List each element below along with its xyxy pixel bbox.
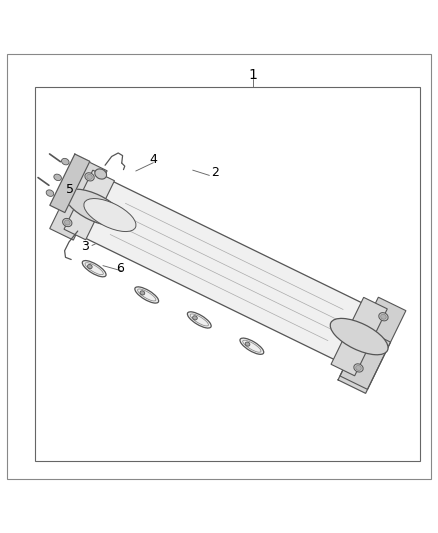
Ellipse shape	[82, 261, 106, 277]
Ellipse shape	[46, 190, 54, 196]
Polygon shape	[50, 154, 90, 213]
Ellipse shape	[245, 342, 250, 346]
Ellipse shape	[54, 174, 61, 181]
Ellipse shape	[356, 366, 361, 370]
Ellipse shape	[87, 174, 92, 180]
Ellipse shape	[64, 220, 70, 225]
Ellipse shape	[193, 316, 197, 320]
Text: 5: 5	[66, 183, 74, 196]
Ellipse shape	[88, 264, 92, 269]
Ellipse shape	[84, 199, 136, 231]
Text: 2: 2	[211, 166, 219, 179]
Ellipse shape	[140, 291, 145, 295]
Ellipse shape	[330, 318, 388, 355]
Ellipse shape	[65, 189, 123, 225]
Ellipse shape	[95, 169, 106, 179]
Polygon shape	[340, 297, 406, 390]
Bar	[35, 87, 420, 462]
Polygon shape	[50, 159, 107, 240]
Ellipse shape	[381, 314, 386, 319]
Text: 6: 6	[117, 262, 124, 275]
Text: 4: 4	[149, 152, 157, 166]
Polygon shape	[80, 179, 373, 365]
Text: 3: 3	[81, 240, 89, 253]
Text: 1: 1	[249, 68, 258, 82]
Ellipse shape	[379, 313, 388, 321]
Polygon shape	[338, 329, 391, 393]
Ellipse shape	[187, 312, 211, 328]
Ellipse shape	[240, 338, 264, 354]
Ellipse shape	[85, 173, 94, 181]
Polygon shape	[64, 170, 114, 240]
Ellipse shape	[135, 287, 159, 303]
Ellipse shape	[63, 219, 72, 227]
Polygon shape	[331, 297, 387, 376]
Ellipse shape	[354, 364, 363, 372]
Ellipse shape	[61, 158, 69, 165]
